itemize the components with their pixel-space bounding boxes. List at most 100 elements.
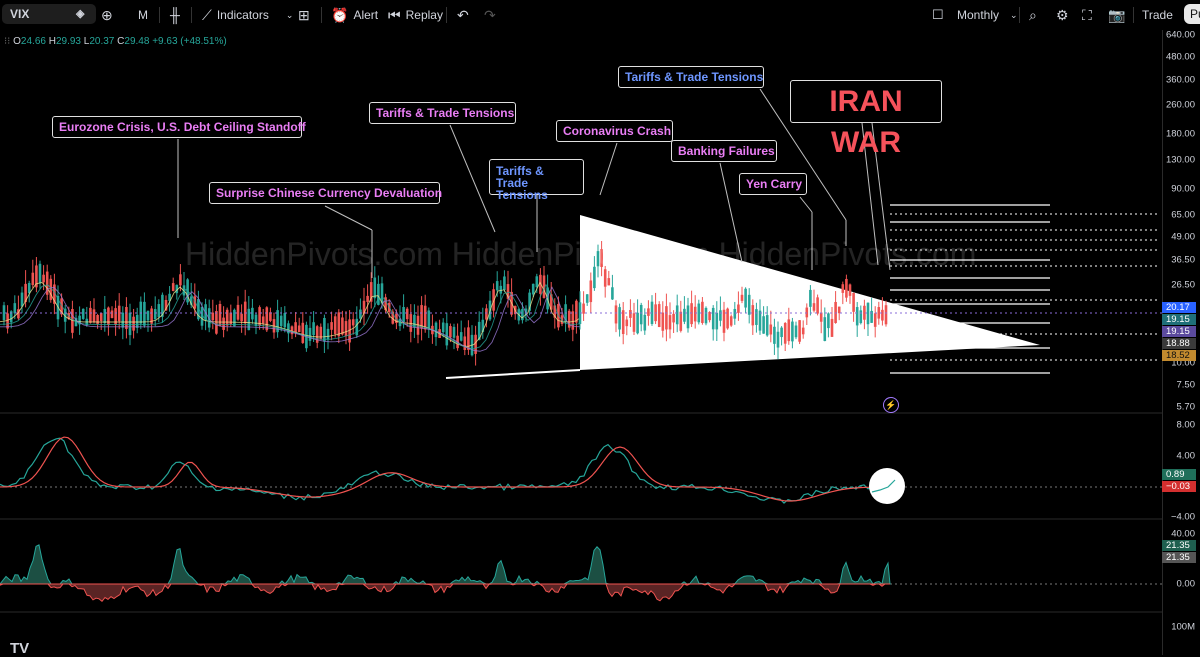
interval-label: M xyxy=(138,8,148,22)
candle-body xyxy=(99,312,103,321)
candle-body xyxy=(2,305,6,321)
price-tick: 130.00 xyxy=(1165,154,1195,166)
candle-body xyxy=(153,309,157,320)
candle-body xyxy=(693,306,697,322)
callout-iran-war[interactable]: IRAN WAR xyxy=(790,80,942,159)
callout-tariffs-2025[interactable]: Tariffs & Trade Tensions xyxy=(618,66,764,88)
candle-body xyxy=(639,304,643,325)
candle-body xyxy=(528,292,531,311)
symbol-badge-icon[interactable]: ◈ xyxy=(76,8,85,20)
candle-body xyxy=(798,320,801,342)
price-tick: 180.00 xyxy=(1165,128,1195,140)
candle-body xyxy=(189,296,193,305)
candle-body xyxy=(877,307,881,319)
candle-body xyxy=(308,327,312,341)
timeframe-select[interactable]: Monthly ⌄ xyxy=(957,6,1018,24)
candle-body xyxy=(222,317,225,330)
callout-banking-failures[interactable]: Banking Failures xyxy=(671,140,777,162)
price-tick: 10.00 xyxy=(1171,357,1195,369)
layouts-button[interactable]: ⊞ xyxy=(298,6,310,24)
callout-coronavirus[interactable]: Coronavirus Crash xyxy=(556,120,673,142)
candle-body xyxy=(762,316,765,334)
chart-type-button[interactable]: ╫ xyxy=(170,6,180,24)
layout-select[interactable]: ☐ xyxy=(932,6,944,24)
candle-body xyxy=(9,311,13,323)
compare-button[interactable]: ⊕ xyxy=(101,6,113,24)
callout-eurozone[interactable]: Eurozone Crisis, U.S. Debt Ceiling Stand… xyxy=(52,116,306,138)
settings-button[interactable]: ⚙ xyxy=(1056,6,1069,24)
price-tick: 90.00 xyxy=(1171,183,1195,195)
candle-body xyxy=(344,321,348,336)
chevron-down-icon[interactable]: ⌄ xyxy=(285,10,294,20)
candle-body xyxy=(542,275,546,298)
candle-body xyxy=(179,274,182,286)
price-chart[interactable] xyxy=(0,0,1162,655)
candle-body xyxy=(495,281,499,291)
candle-body xyxy=(711,307,715,330)
trade-button[interactable]: Trade xyxy=(1142,6,1173,24)
candle-body xyxy=(614,305,618,324)
candle-body xyxy=(420,305,423,329)
interval-button[interactable]: M xyxy=(138,6,148,24)
candle-body xyxy=(783,322,787,344)
candle-body xyxy=(575,300,578,323)
low-value: 20.37 xyxy=(89,36,115,47)
candlestick-series xyxy=(2,257,578,366)
redo-icon: ↷ xyxy=(484,7,496,23)
quick-search-button[interactable]: ⌕ xyxy=(1029,6,1037,24)
candle-body xyxy=(121,312,125,328)
replay-button[interactable]: ⏮ Replay xyxy=(388,6,443,24)
candle-body xyxy=(747,294,751,315)
candle-body xyxy=(737,304,740,313)
indicators-button[interactable]: ⟋ Indicators ⌄ xyxy=(202,6,293,24)
candle-body xyxy=(467,327,470,350)
price-tick: 65.00 xyxy=(1171,209,1195,221)
projection-levels[interactable] xyxy=(890,204,1160,374)
gear-icon: ⚙ xyxy=(1056,7,1069,23)
candle-body xyxy=(92,309,96,322)
candle-body xyxy=(150,308,153,324)
candle-body xyxy=(596,251,600,267)
candle-body xyxy=(661,312,665,331)
price-axis[interactable]: 640.00 480.00 360.00 260.00 180.00 130.0… xyxy=(1162,30,1200,655)
candle-body xyxy=(657,304,661,328)
callout-chinese-devaluation[interactable]: Surprise Chinese Currency Devaluation xyxy=(209,182,442,204)
price-tick: 480.00 xyxy=(1165,51,1195,63)
candle-body xyxy=(24,283,27,302)
alert-button[interactable]: ⏰ Alert xyxy=(331,6,378,24)
callout-tariffs-2018[interactable]: Tariffs & Trade Tensions xyxy=(369,102,516,124)
candle-body xyxy=(765,315,769,336)
candle-body xyxy=(744,288,747,308)
candle-body xyxy=(402,307,405,323)
undo-button[interactable]: ↶ xyxy=(457,6,469,24)
publish-button[interactable]: Pu xyxy=(1184,4,1200,24)
price-tick: 49.00 xyxy=(1171,231,1195,243)
candle-body xyxy=(261,316,265,324)
candle-body xyxy=(805,307,809,318)
candle-body xyxy=(236,304,240,320)
candle-body xyxy=(175,284,179,294)
highlight-circle[interactable] xyxy=(869,468,905,504)
candle-body xyxy=(168,293,171,301)
triangle-support-line[interactable] xyxy=(445,369,581,379)
lightning-icon[interactable]: ⚡ xyxy=(883,397,899,413)
candle-body xyxy=(683,308,686,322)
candle-body xyxy=(791,321,794,342)
candle-body xyxy=(391,311,395,324)
candle-body xyxy=(848,284,852,296)
candle-body xyxy=(632,313,636,332)
legend-dots-icon[interactable]: ⁝⁝ xyxy=(4,36,14,47)
redo-button[interactable]: ↷ xyxy=(484,6,496,24)
candle-body xyxy=(146,310,150,321)
fullscreen-button[interactable]: ⛶ xyxy=(1082,6,1092,24)
candle-body xyxy=(369,282,373,302)
symbol-search[interactable]: VIX ◈ xyxy=(2,4,96,24)
candle-body xyxy=(841,284,845,293)
snapshot-button[interactable]: 📷 xyxy=(1108,6,1125,24)
candle-body xyxy=(625,319,629,327)
candle-body xyxy=(38,263,42,284)
candle-body xyxy=(395,314,398,323)
high-key: H xyxy=(48,36,56,47)
callout-tariffs-2019[interactable]: Tariffs & Trade Tensions xyxy=(489,159,584,201)
callout-yen-carry[interactable]: Yen Carry xyxy=(739,173,807,195)
